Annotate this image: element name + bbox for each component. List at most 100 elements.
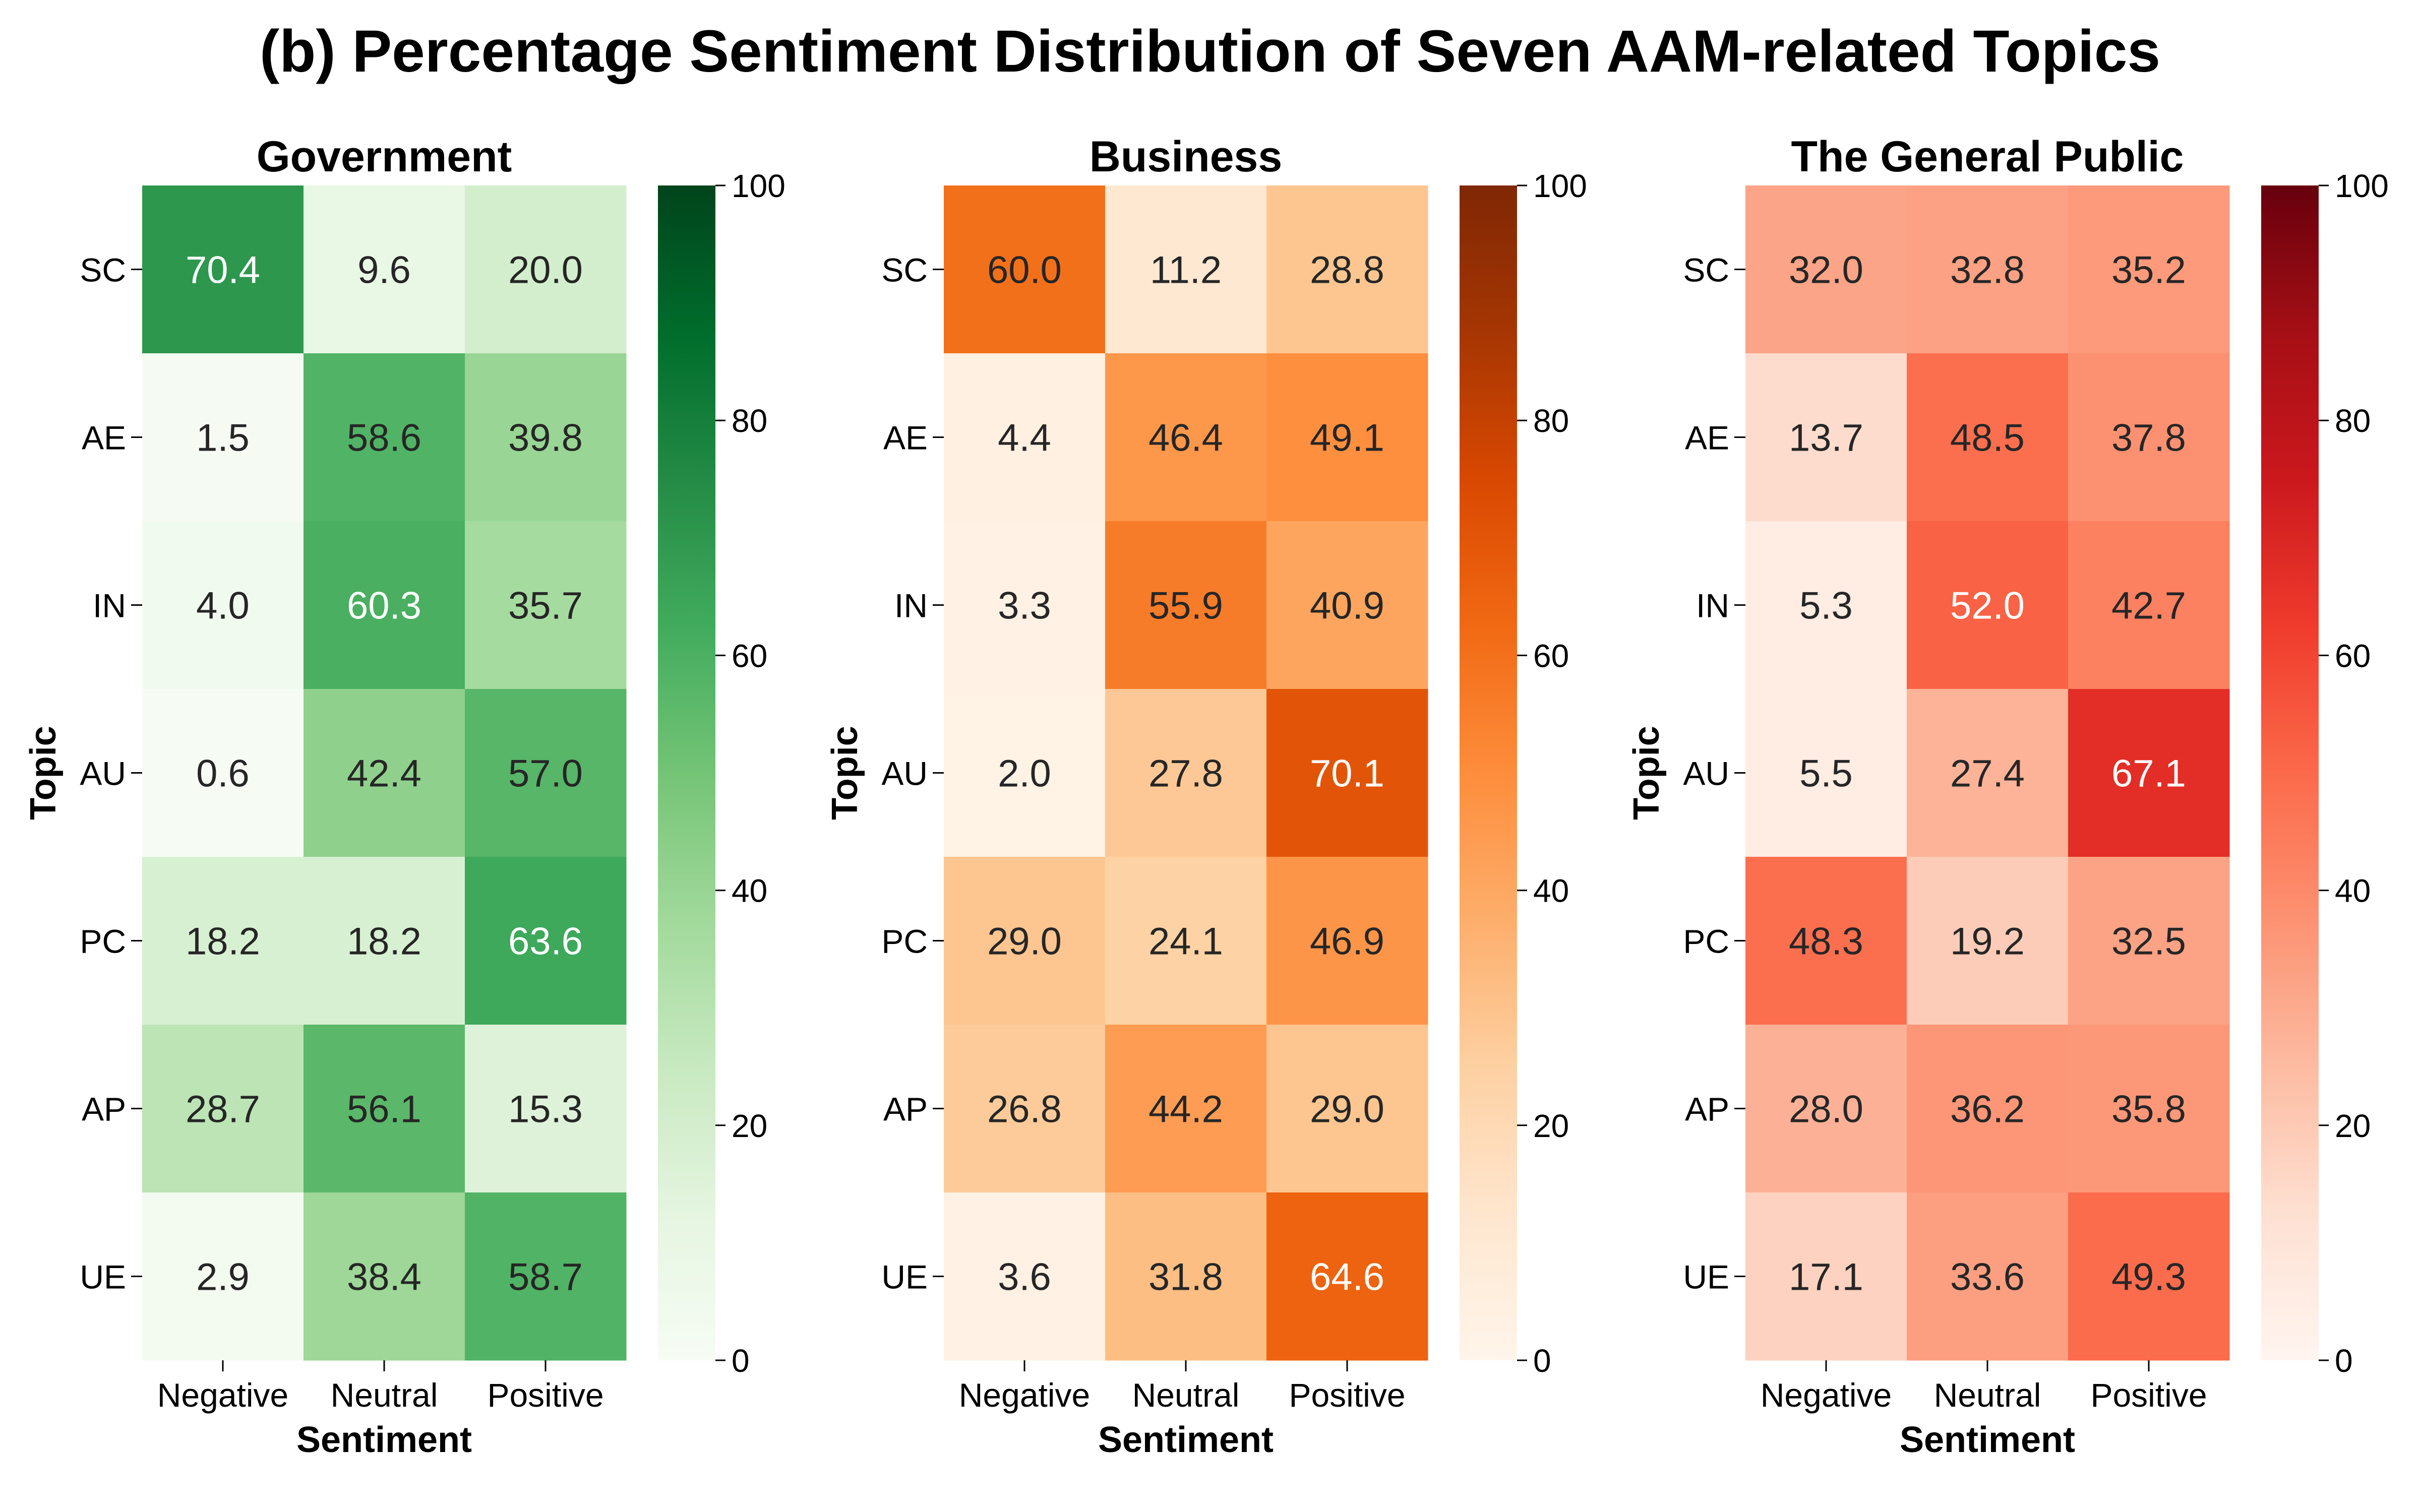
cell-value-label: 3.6	[998, 1256, 1051, 1299]
heatmap-panel-0: Government 70.4 9.6 20.0 1.5 58.6 39.8 4.0 60.3 3…	[23, 133, 785, 1460]
colorbar-tick-label: 60	[2335, 638, 2371, 674]
heatmap-cell	[465, 1025, 627, 1193]
heatmap-cell	[944, 1192, 1106, 1361]
colorbar-tick-label: 20	[732, 1108, 767, 1144]
cell-value-label: 28.7	[186, 1088, 260, 1131]
heatmap-cell	[1105, 857, 1267, 1025]
heatmap-cell	[1266, 689, 1428, 857]
colorbar-tick-label: 40	[732, 873, 767, 909]
heatmap-cell	[1266, 857, 1428, 1025]
y-axis-label: Topic	[23, 726, 64, 820]
colorbar-tick-label: 0	[732, 1343, 750, 1379]
colorbar-tick-label: 60	[1533, 638, 1569, 674]
cell-value-label: 35.2	[2111, 249, 2186, 292]
heatmap-cell	[304, 1025, 465, 1193]
y-tick-label: IN	[894, 587, 928, 624]
x-tick-label: Negative	[157, 1376, 289, 1414]
cell-value-label: 9.6	[357, 249, 411, 292]
heatmap-cell	[2068, 1025, 2230, 1193]
cell-value-label: 39.8	[508, 417, 583, 460]
cell-value-label: 28.0	[1789, 1088, 1863, 1131]
heatmap-cell	[142, 857, 304, 1025]
cell-value-label: 36.2	[1950, 1088, 2025, 1131]
colorbar-tick-label: 20	[1533, 1108, 1569, 1144]
cell-value-label: 70.1	[1310, 752, 1384, 795]
heatmap-cell	[944, 857, 1106, 1025]
cell-value-label: 52.0	[1950, 585, 2025, 627]
y-tick-label: SC	[1683, 251, 1729, 289]
cell-value-label: 20.0	[508, 249, 583, 292]
cell-value-label: 49.3	[2111, 1256, 2186, 1299]
y-tick-label: IN	[93, 587, 126, 624]
heatmap-cell	[1105, 1192, 1267, 1361]
cell-value-label: 32.5	[2111, 920, 2186, 963]
y-tick-label: UE	[1683, 1258, 1729, 1296]
cell-value-label: 27.8	[1148, 752, 1223, 795]
cell-value-label: 4.4	[998, 417, 1051, 460]
heatmap-cell	[304, 1192, 465, 1361]
x-axis-label: Sentiment	[1900, 1420, 2075, 1460]
cell-value-label: 0.6	[196, 752, 250, 795]
heatmap-cell	[1105, 689, 1267, 857]
heatmap-cell	[465, 689, 627, 857]
heatmap-panel-2: The General Public 32.0 32.8 35.2 13.7 48.5 37…	[1626, 133, 2389, 1460]
cell-value-label: 2.0	[998, 752, 1051, 795]
cell-value-label: 18.2	[347, 920, 421, 963]
heatmap-cell	[1907, 521, 2069, 689]
cell-value-label: 29.0	[1310, 1088, 1384, 1131]
cell-value-label: 29.0	[987, 920, 1062, 963]
cell-value-label: 35.7	[508, 585, 583, 627]
y-tick-label: AE	[82, 419, 126, 457]
y-tick-label: SC	[881, 251, 928, 289]
colorbar	[2261, 185, 2319, 1360]
heatmap-cell	[304, 353, 465, 522]
colorbar-tick-label: 60	[732, 638, 767, 674]
figure-title: (b) Percentage Sentiment Distribution of…	[260, 18, 2160, 85]
panel-title: Business	[1090, 133, 1282, 181]
colorbar-tick-label: 80	[732, 403, 767, 439]
cell-value-label: 57.0	[508, 752, 583, 795]
y-tick-label: PC	[1683, 923, 1729, 960]
heatmap-cell	[1745, 1025, 1907, 1193]
heatmap-cell	[2068, 353, 2230, 522]
x-tick-label: Positive	[487, 1376, 603, 1414]
cell-value-label: 46.9	[1310, 920, 1384, 963]
cell-value-label: 56.1	[347, 1088, 421, 1131]
cell-value-label: 19.2	[1950, 920, 2025, 963]
heatmap-cell	[1745, 521, 1907, 689]
cell-value-label: 70.4	[186, 249, 260, 292]
y-tick-label: AU	[80, 755, 126, 792]
panel-title: The General Public	[1791, 133, 2184, 181]
cell-value-label: 31.8	[1148, 1256, 1223, 1299]
colorbar-tick-label: 40	[2335, 873, 2371, 909]
y-tick-label: AE	[883, 419, 928, 457]
colorbar-tick-label: 80	[1533, 403, 1569, 439]
heatmap-cell	[465, 1192, 627, 1361]
x-tick-label: Neutral	[1934, 1376, 2041, 1414]
heatmap-cell	[465, 521, 627, 689]
heatmap-cell	[465, 185, 627, 354]
y-tick-label: PC	[80, 923, 126, 960]
heatmap-cell	[142, 521, 304, 689]
cell-value-label: 32.8	[1950, 249, 2025, 292]
heatmap-cell	[1907, 1025, 2069, 1193]
heatmap-cell	[465, 857, 627, 1025]
x-tick-label: Positive	[1289, 1376, 1405, 1414]
heatmap-cell	[142, 689, 304, 857]
heatmap-cell	[2068, 185, 2230, 354]
cell-value-label: 13.7	[1789, 417, 1863, 460]
heatmap-cell	[944, 185, 1106, 354]
heatmap-cell	[304, 857, 465, 1025]
colorbar-tick-label: 0	[1533, 1343, 1551, 1379]
heatmap-cell	[1105, 521, 1267, 689]
heatmap-cell	[2068, 857, 2230, 1025]
cell-value-label: 60.0	[987, 249, 1062, 292]
colorbar-tick-label: 100	[2335, 168, 2389, 204]
cell-value-label: 63.6	[508, 920, 583, 963]
heatmap-panels: Government 70.4 9.6 20.0 1.5 58.6 39.8 4.0 60.3 3…	[23, 133, 2389, 1460]
heatmap-cell	[2068, 521, 2230, 689]
colorbar-tick-label: 80	[2335, 403, 2371, 439]
cell-value-label: 5.5	[1799, 752, 1853, 795]
heatmap-cell	[1105, 185, 1267, 354]
